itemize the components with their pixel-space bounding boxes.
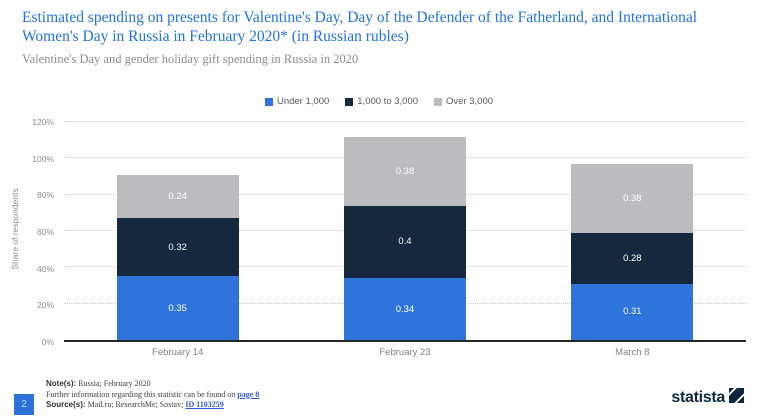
- source-label: Source(s):: [46, 400, 86, 409]
- legend-swatch: [264, 97, 273, 106]
- x-tick-label: March 8: [615, 347, 650, 358]
- plot-area: 0.35 0.32 0.24 0.34 0.4 0.38 0.31 0.28 0.38: [64, 121, 746, 342]
- page-number-badge: 2: [14, 394, 34, 415]
- bar-value-label: 0.38: [395, 165, 415, 177]
- legend-swatch: [434, 97, 443, 106]
- bar-value-label: 0.28: [623, 252, 642, 264]
- bar-value-label: 0.24: [168, 191, 187, 202]
- gridline: [64, 121, 746, 122]
- bar-column: 0.35 0.32 0.24: [64, 122, 291, 340]
- bar-segment[interactable]: 0.31: [571, 283, 694, 340]
- bar-segment[interactable]: 0.38: [343, 136, 466, 206]
- bar-column: 0.34 0.4 0.38: [291, 122, 518, 340]
- y-tick-label: 20%: [36, 300, 54, 311]
- legend-item[interactable]: Under 1,000: [264, 96, 330, 107]
- bar-segment[interactable]: 0.34: [343, 278, 466, 340]
- bar-value-label: 0.38: [623, 192, 642, 204]
- bar-value-label: 0.32: [168, 241, 187, 253]
- x-tick-label: February 14: [152, 347, 204, 358]
- bar-segment[interactable]: 0.4: [343, 205, 466, 279]
- page-title: Estimated spending on presents for Valen…: [22, 9, 698, 45]
- x-tick-label: February 23: [379, 347, 431, 358]
- y-tick-label: 80%: [36, 190, 54, 201]
- note-line: Note(s): Russia; February 2020: [46, 379, 466, 390]
- bar-value-label: 0.4: [398, 236, 412, 248]
- bar-value-label: 0.34: [395, 303, 415, 315]
- bar-column: 0.31 0.28 0.38: [519, 122, 746, 340]
- y-axis-ticks: 0% 20% 40% 60% 80% 100% 120%: [0, 117, 58, 347]
- bar-segment[interactable]: 0.38: [571, 163, 694, 233]
- legend-item[interactable]: Over 3,000: [434, 96, 493, 107]
- further-info-line: Further information regarding this stati…: [46, 390, 466, 401]
- legend-label: Under 1,000: [276, 96, 330, 107]
- y-tick-label: 60%: [36, 227, 54, 237]
- legend-swatch: [345, 97, 354, 106]
- note-text: Russia; February 2020: [76, 379, 151, 388]
- bar-segment[interactable]: 0.28: [571, 232, 694, 284]
- page-subtitle: Valentine's Day and gender holiday gift …: [22, 52, 359, 66]
- legend-item[interactable]: 1,000 to 3,000: [345, 96, 418, 107]
- legend: Under 1,000 1,000 to 3,000 Over 3,000: [0, 96, 758, 107]
- footer-notes: Note(s): Russia; February 2020 Further i…: [46, 379, 466, 411]
- bar-segment[interactable]: 0.24: [116, 174, 239, 219]
- bar-segment[interactable]: 0.32: [116, 218, 239, 277]
- bar-value-label: 0.35: [168, 302, 187, 314]
- y-tick-label: 40%: [36, 263, 54, 274]
- page-8-link[interactable]: page 8: [237, 389, 260, 399]
- y-tick-label: 0%: [41, 337, 54, 347]
- x-axis-labels: February 14 February 23 March 8: [64, 347, 746, 358]
- statista-wordmark: statista: [671, 389, 725, 406]
- y-tick-label: 120%: [32, 117, 54, 127]
- further-info-text: Further information regarding this stati…: [46, 389, 238, 399]
- statista-logo-icon: [726, 385, 747, 408]
- statistic-id-link[interactable]: ID 1103259: [185, 400, 224, 409]
- bar-segment[interactable]: 0.35: [116, 276, 239, 340]
- source-line: Source(s): Mail.ru; ResearchMe; Sostav; …: [46, 400, 466, 411]
- legend-label: 1,000 to 3,000: [357, 96, 419, 107]
- y-tick-label: 100%: [32, 153, 54, 164]
- statista-logo: statista: [671, 385, 747, 408]
- legend-label: Over 3,000: [446, 96, 494, 107]
- bar-columns: 0.35 0.32 0.24 0.34 0.4 0.38 0.31 0.28 0.38: [64, 122, 746, 340]
- bar-value-label: 0.31: [623, 306, 642, 318]
- note-label: Note(s):: [46, 379, 77, 388]
- source-text: Mail.ru; ResearchMe; Sostav;: [85, 400, 186, 409]
